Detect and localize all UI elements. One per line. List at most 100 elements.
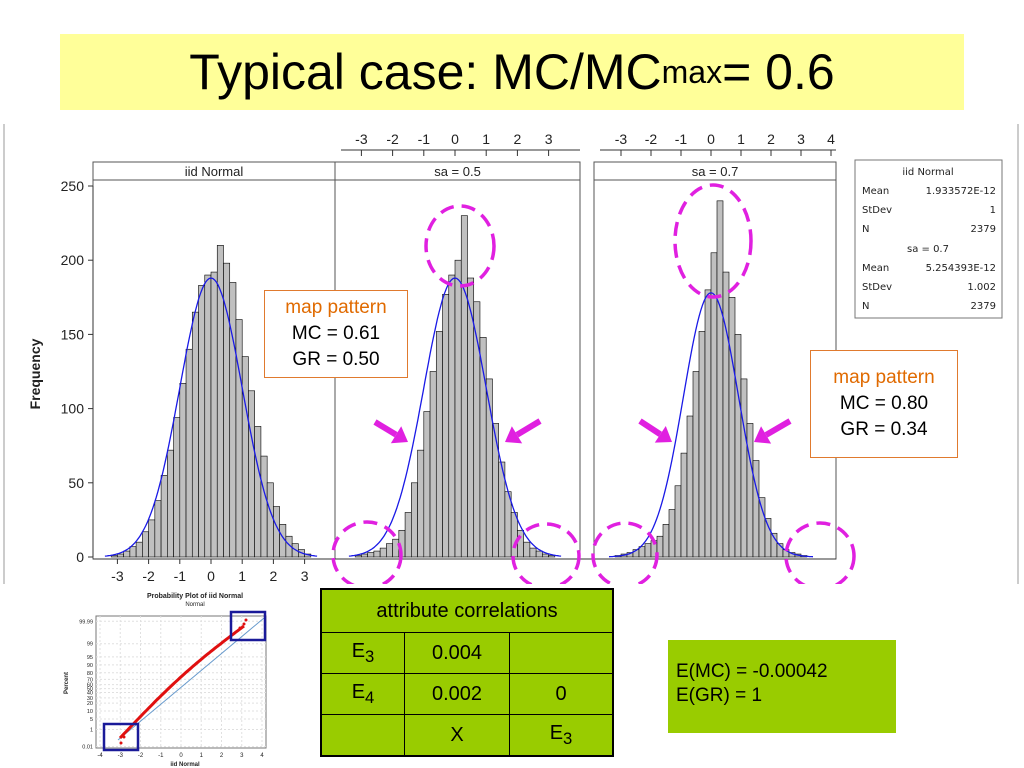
panel-header-label: sa = 0.5 [434,164,481,179]
stats-value: 5.254393E-12 [926,263,996,274]
histogram-bar [254,426,262,558]
title-tail: = 0.6 [722,44,835,100]
probplot-title: Probability Plot of iid Normal [147,593,243,600]
histogram-bar [740,378,748,558]
histogram-bar [248,390,255,558]
x-tick-label: 4 [827,131,835,147]
histogram-bar [644,543,652,558]
callout-right-gr: GR = 0.34 [840,419,928,440]
probplot-subtitle: Normal [185,602,204,608]
histogram-bar [266,482,274,558]
stats-value: 1.002 [967,282,996,293]
arrow-shaft [638,418,662,437]
histogram-bar [535,550,543,558]
histogram-bar [404,512,412,558]
probplot-point [238,626,242,630]
histogram-bar [746,423,754,558]
stats-key: StDev [862,282,892,293]
probplot-point [119,741,123,745]
histogram-bar [235,319,243,558]
probplot-y-tick-label: 95 [87,655,93,661]
callout-right-head: map pattern [833,367,935,388]
histogram-bar [241,356,249,558]
table-cell: 0.004 [404,632,510,674]
expectations-box: E(MC) = -0.00042 E(GR) = 1 [668,640,896,733]
histogram-bar [542,553,549,558]
x-tick-label: 0 [207,568,215,584]
stats-value: 2379 [971,301,996,312]
y-tick-label: 150 [61,326,85,342]
x-tick-label: 1 [238,568,246,584]
arrow-shaft [764,418,792,438]
histogram-bar [668,509,676,558]
highlight-ellipse [424,204,496,288]
table-cell: 0.002 [404,673,510,715]
table-row: X E3 [320,714,614,757]
y-tick-label: 250 [61,178,85,194]
probplot-x-tick-label: 3 [240,753,244,759]
histogram-bar [674,485,682,558]
probplot-x-tick-label: 1 [200,753,204,759]
probplot-y-tick-label: 5 [90,717,93,723]
histogram-bar [129,546,137,558]
highlight-ellipse [331,520,403,584]
panel-header-label: sa = 0.7 [692,164,739,179]
callout-left-gr: GR = 0.50 [292,349,380,370]
histogram-bar [429,371,437,558]
x-tick-label: 3 [545,131,553,147]
normal-fit-curve [608,292,814,558]
tail-highlight-box [102,722,140,752]
probplot-y-tick-label: 20 [87,701,93,707]
table-row: E3 0.004 [320,632,614,674]
y-tick-label: 200 [61,252,85,268]
histogram-bar [734,334,742,558]
probplot-x-tick-label: -1 [158,753,164,759]
probplot-point [242,622,246,626]
stats-value: 1 [990,205,996,216]
table-cell: E3 [509,714,614,757]
histogram-bar [448,274,456,558]
x-tick-label: 0 [707,131,715,147]
stats-key: Mean [862,263,889,274]
y-axis-label: Frequency [27,338,43,409]
probplot-y-tick-label: 60 [87,683,93,689]
highlight-arrow [754,418,792,444]
y-tick-label: 50 [68,475,84,491]
table-row: E4 0.002 0 [320,673,614,715]
table-cell [320,714,405,757]
probplot-reference-line [117,617,265,741]
callout-left-head: map pattern [285,297,387,318]
table-cell: 0 [509,673,614,715]
x-tick-label: 1 [737,131,745,147]
arrow-head [505,426,523,444]
histogram-bar [198,285,206,558]
histogram-bar [154,500,162,558]
probplot-y-tick-label: 80 [87,671,93,677]
table-cell: E3 [320,632,405,674]
stats-title: sa = 0.7 [907,244,949,255]
histogram-bar [392,538,400,558]
highlight-ellipse [673,183,753,299]
probplot-y-tick-label: 70 [87,677,93,683]
histogram-bar [123,550,131,558]
histogram-bar [179,383,187,558]
stats-title: iid Normal [902,167,953,178]
histogram-bar [492,423,499,558]
histogram-bar [260,455,268,558]
callout-left-mc: MC = 0.61 [291,323,381,344]
x-tick-label: -1 [675,131,688,147]
histogram-bar [529,547,537,558]
title-main: Typical case: MC/MC [189,44,662,100]
callout-left: map pattern MC = 0.61 GR = 0.50 [264,290,408,378]
x-tick-label: -3 [615,131,628,147]
histogram-bar [510,512,518,558]
y-tick-label: 100 [61,401,85,417]
probplot-y-tick-label: 99 [87,642,93,648]
histogram-bar [686,415,694,558]
histogram-bar [204,274,212,558]
corr-table-header: attribute correlations [320,588,614,633]
histogram-bar [716,200,724,558]
histogram-bar [367,552,375,558]
stats-key: N [862,224,869,235]
x-tick-label: 1 [482,131,490,147]
